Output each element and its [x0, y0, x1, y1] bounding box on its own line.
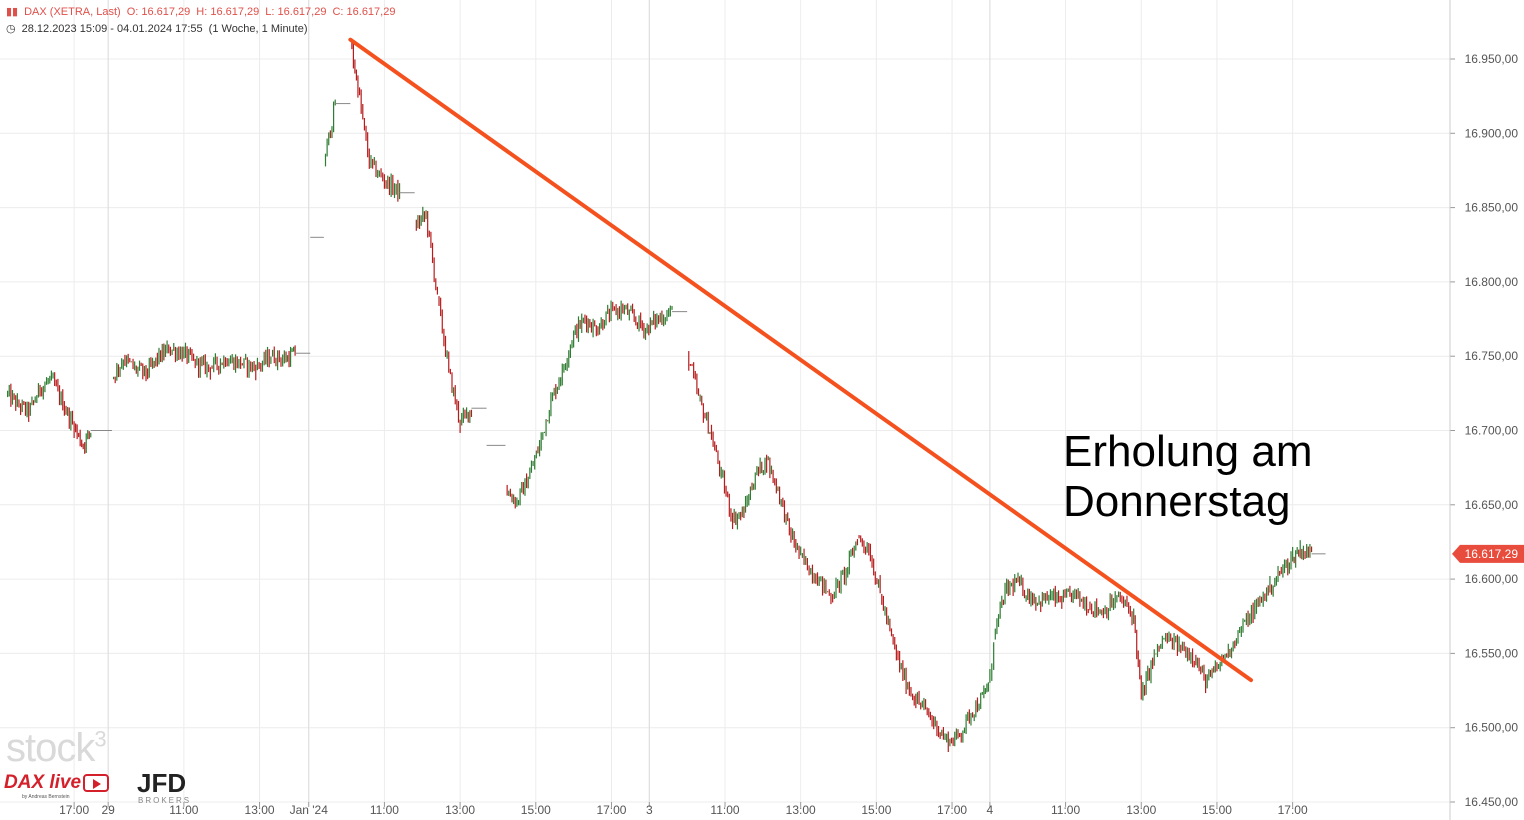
annotation-line-1: Erholung am	[1063, 427, 1313, 476]
x-tick-label: 15:00	[1202, 803, 1232, 817]
chart-header-range: ◷ 28.12.2023 15:09 - 04.01.2024 17:55 (1 W…	[6, 22, 314, 35]
stock3-logo: stock3	[6, 726, 107, 770]
y-tick-label: 16.850,00	[1465, 201, 1519, 215]
x-tick-label: 13:00	[245, 803, 275, 817]
x-axis: 17:00 29 11:00 13:00 Jan '24 11:00 13:00 15:00 1…	[59, 802, 1308, 817]
x-tick-label: Jan '24	[290, 803, 329, 817]
ohlc-high: H: 16.617,29	[196, 6, 260, 18]
x-tick-label: 13:00	[1126, 803, 1156, 817]
x-tick-label: 15:00	[521, 803, 551, 817]
x-tick-label: 3	[646, 803, 653, 817]
x-tick-label: 4	[987, 803, 994, 817]
x-tick-label: 11:00	[1051, 803, 1080, 817]
y-tick-label: 16.450,00	[1465, 795, 1519, 809]
y-tick-label: 16.950,00	[1465, 52, 1519, 66]
trendline-group	[348, 37, 1254, 683]
clock-icon: ◷	[6, 23, 16, 35]
y-tick-label: 16.500,00	[1465, 721, 1519, 735]
y-tick-label: 16.650,00	[1465, 498, 1519, 512]
y-tick-label: 16.700,00	[1465, 424, 1519, 438]
trendline	[348, 37, 1254, 683]
last-price-tag-group: 16.617,29	[1452, 544, 1524, 563]
x-tick-label: 13:00	[445, 803, 475, 817]
x-tick-label: 11:00	[710, 803, 739, 817]
interval-label: (1 Woche, 1 Minute)	[208, 23, 308, 35]
play-icon	[83, 773, 110, 792]
x-tick-label: 17:00	[1278, 803, 1308, 817]
x-tick-label: 17:00	[937, 803, 967, 817]
x-tick-label: 17:00	[596, 803, 626, 817]
x-tick-label: 29	[101, 803, 115, 817]
chart-header-quote: ▮▮ DAX (XETRA, Last) O: 16.617,29 H: 16.617…	[6, 5, 401, 18]
y-tick-label: 16.800,00	[1465, 275, 1519, 289]
last-price-label: 16.617,29	[1465, 547, 1519, 561]
chart-annotation: Erholung am Donnerstag	[1063, 427, 1312, 527]
ohlc-low: L: 16.617,29	[265, 6, 327, 18]
jfd-brokers-text: BROKERS	[138, 796, 192, 805]
instrument-label: DAX (XETRA, Last)	[24, 6, 121, 18]
x-tick-label: 11:00	[169, 803, 198, 817]
dax-live-logo: DAX live	[4, 772, 110, 794]
x-tick-label: 15:00	[861, 803, 891, 817]
dax-live-byline: by Andreas Bernstein	[22, 794, 70, 800]
x-tick-label: 13:00	[786, 803, 816, 817]
y-tick-label: 16.550,00	[1465, 646, 1519, 660]
y-tick-label: 16.900,00	[1465, 126, 1519, 140]
annotation-line-2: Donnerstag	[1063, 477, 1291, 526]
y-tick-label: 16.600,00	[1465, 572, 1519, 586]
y-tick-label: 16.750,00	[1465, 349, 1519, 363]
chart-bars-icon: ▮▮	[6, 6, 19, 18]
y-axis: 16.450,00 16.500,00 16.550,00 16.600,00 16.6…	[1449, 0, 1519, 820]
ohlc-open: O: 16.617,29	[126, 6, 191, 18]
last-price-tag	[1452, 544, 1524, 563]
x-tick-label: 17:00	[59, 803, 89, 817]
grid-lines	[0, 0, 1450, 803]
x-tick-label: 11:00	[370, 803, 399, 817]
jfd-logo: JFD	[137, 768, 187, 798]
ohlc-close: C: 16.617,29	[332, 6, 396, 18]
price-series	[7, 38, 1326, 752]
date-range: 28.12.2023 15:09 - 04.01.2024 17:55	[21, 23, 203, 35]
